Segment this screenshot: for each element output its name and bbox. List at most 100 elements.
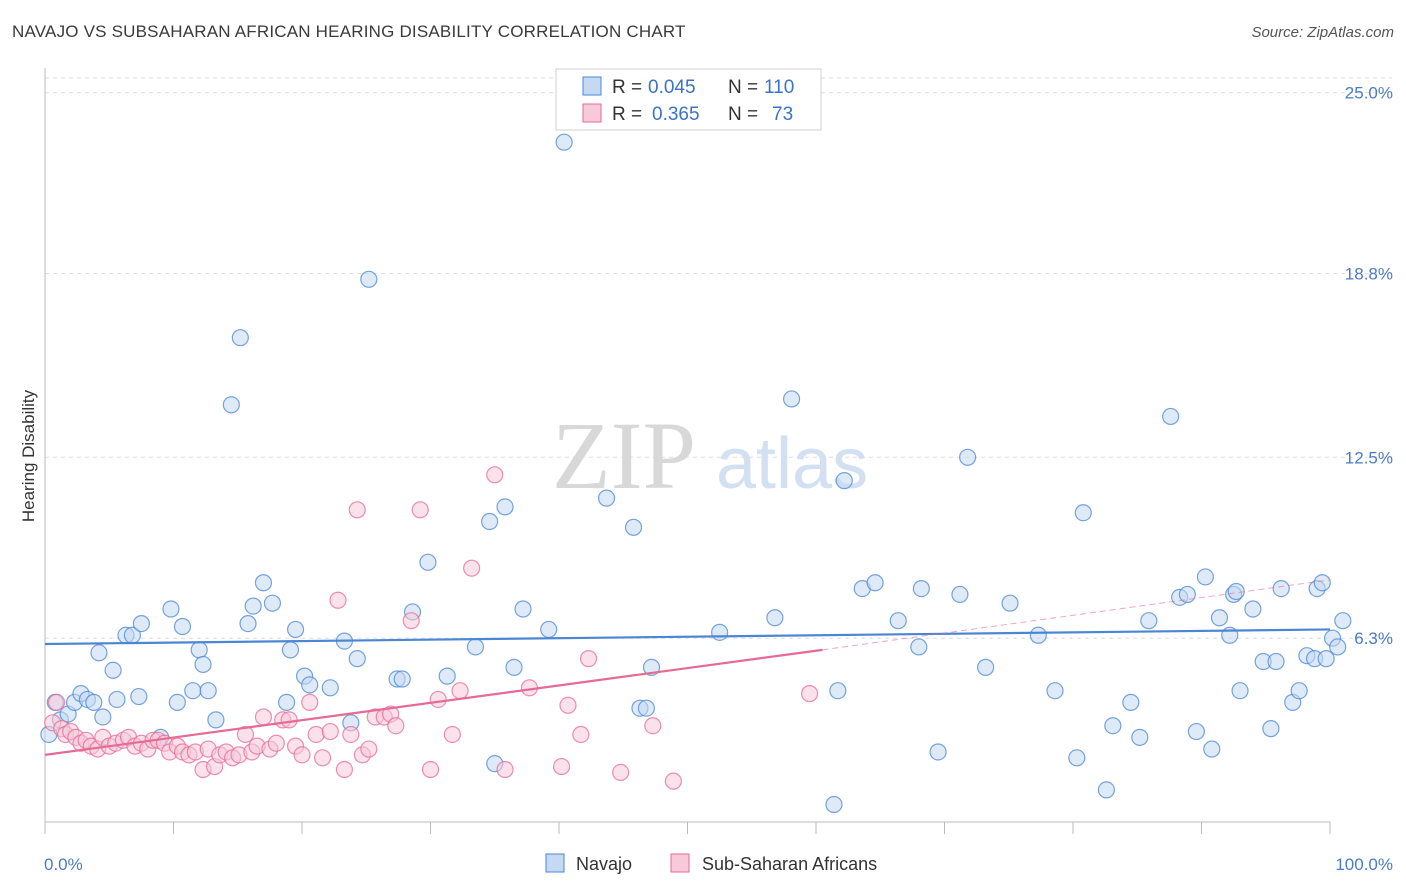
legend-r-value-navajo: 0.045 <box>648 77 696 98</box>
navajo-point <box>199 682 217 700</box>
navajo-point <box>1178 585 1196 604</box>
watermark-zip: ZIP <box>552 402 696 509</box>
subsaharan-point <box>293 746 311 764</box>
bottom-legend-label-subsaharan: Sub-Saharan Africans <box>702 854 877 874</box>
subsaharan-trend-line <box>44 648 823 756</box>
navajo-point <box>94 708 112 726</box>
navajo-point <box>222 396 240 414</box>
chart-title: NAVAJO VS SUBSAHARAN AFRICAN HEARING DIS… <box>12 22 686 41</box>
navajo-point <box>277 693 296 711</box>
subsaharan-point <box>421 760 440 779</box>
navajo-point <box>360 270 378 288</box>
navajo-point <box>348 650 366 668</box>
navajo-point <box>190 641 208 659</box>
navajo-point <box>438 667 456 685</box>
subsaharan-point <box>348 501 366 519</box>
navajo-point <box>1262 720 1280 738</box>
subsaharan-point <box>496 760 514 779</box>
chart-source: Source: ZipAtlas.com <box>1251 24 1394 41</box>
legend-r-label-navajo: R = <box>612 77 642 98</box>
navajo-point <box>286 620 305 639</box>
navajo-point <box>301 676 319 694</box>
navajo-point <box>130 687 148 706</box>
subsaharan-point <box>313 749 332 767</box>
navajo-point <box>825 795 843 814</box>
navajo-point <box>1267 652 1285 671</box>
navajo-point <box>184 682 202 700</box>
navajo-point <box>393 670 411 688</box>
navajo-point <box>1068 749 1086 767</box>
navajo-point <box>162 600 180 618</box>
navajo-point <box>132 614 150 633</box>
legend-swatch-subsaharan <box>582 103 602 123</box>
subsaharan-point <box>360 740 378 758</box>
navajo-point <box>597 489 616 507</box>
navajo-point <box>540 620 558 639</box>
navajo-point <box>1097 781 1116 799</box>
navajo-point <box>766 609 784 627</box>
navajo-trend-line <box>44 628 1331 646</box>
navajo-point <box>977 658 995 676</box>
subsaharan-point <box>280 711 298 729</box>
navajo-point <box>1210 609 1229 627</box>
navajo-point <box>782 390 801 408</box>
navajo-point <box>929 743 947 761</box>
navajo-point <box>1244 600 1262 618</box>
y-tick-label: 6.3% <box>1354 629 1393 648</box>
subsaharan-point <box>800 685 819 703</box>
navajo-point <box>173 617 192 636</box>
axes: 6.3% 12.5% 18.8% 25.0% 0.0% 100.0% <box>44 68 1393 874</box>
subsaharan-point <box>486 466 504 484</box>
trend-lines <box>44 579 1331 756</box>
navajo-point <box>1187 722 1205 741</box>
watermark: ZIP atlas <box>552 402 868 509</box>
y-tick-label: 12.5% <box>1345 448 1393 467</box>
stats-legend: R = 0.045 N = 110 R = 0.365 N = 73 <box>555 68 822 131</box>
subsaharan-point <box>463 559 481 577</box>
subsaharan-point <box>559 696 577 714</box>
subsaharan-point <box>429 690 447 709</box>
legend-swatch-navajo <box>582 76 602 96</box>
navajo-point <box>959 448 977 466</box>
navajo-point <box>281 641 300 659</box>
navajo-point <box>1162 407 1180 426</box>
navajo-point <box>1272 579 1290 598</box>
subsaharan-point <box>236 725 255 744</box>
subsaharan-point <box>254 708 273 726</box>
navajo-point <box>889 612 907 630</box>
navajo-point <box>1334 612 1352 630</box>
bottom-legend-swatch-subsaharan <box>670 853 690 873</box>
navajo-point <box>263 594 282 612</box>
navajo-point <box>910 638 928 656</box>
navajo-point <box>466 638 485 656</box>
subsaharan-point <box>443 725 461 744</box>
legend-n-label-subsaharan: N = <box>728 104 758 125</box>
legend-n-label-navajo: N = <box>728 77 758 98</box>
navajo-point <box>85 693 103 711</box>
legend-r-label-subsaharan: R = <box>612 104 642 125</box>
legend-n-value-subsaharan: 73 <box>772 104 793 125</box>
navajo-point <box>1290 682 1308 700</box>
subsaharan-point <box>321 722 339 741</box>
navajo-point <box>555 133 573 151</box>
navajo-point <box>711 623 729 641</box>
navajo-point <box>481 512 499 531</box>
navajo-point <box>104 661 122 679</box>
subsaharan-point <box>644 717 662 735</box>
subsaharan-point <box>267 734 285 752</box>
navajo-point <box>496 498 514 516</box>
subsaharan-point <box>612 763 630 782</box>
navajo-point <box>168 693 186 711</box>
navajo-point <box>1317 650 1335 668</box>
y-tick-label: 25.0% <box>1345 84 1393 103</box>
subsaharan-point <box>572 725 590 744</box>
x-tick-label-min: 0.0% <box>44 855 83 874</box>
bottom-legend-swatch-navajo <box>545 853 565 873</box>
series-legend: Navajo Sub-Saharan Africans <box>545 853 877 874</box>
subsaharan-point <box>335 760 354 779</box>
subsaharan-point <box>552 757 571 776</box>
subsaharan-point <box>387 717 405 735</box>
navajo-point <box>1140 612 1158 630</box>
subsaharan-point <box>664 772 682 790</box>
navajo-point <box>108 690 126 709</box>
